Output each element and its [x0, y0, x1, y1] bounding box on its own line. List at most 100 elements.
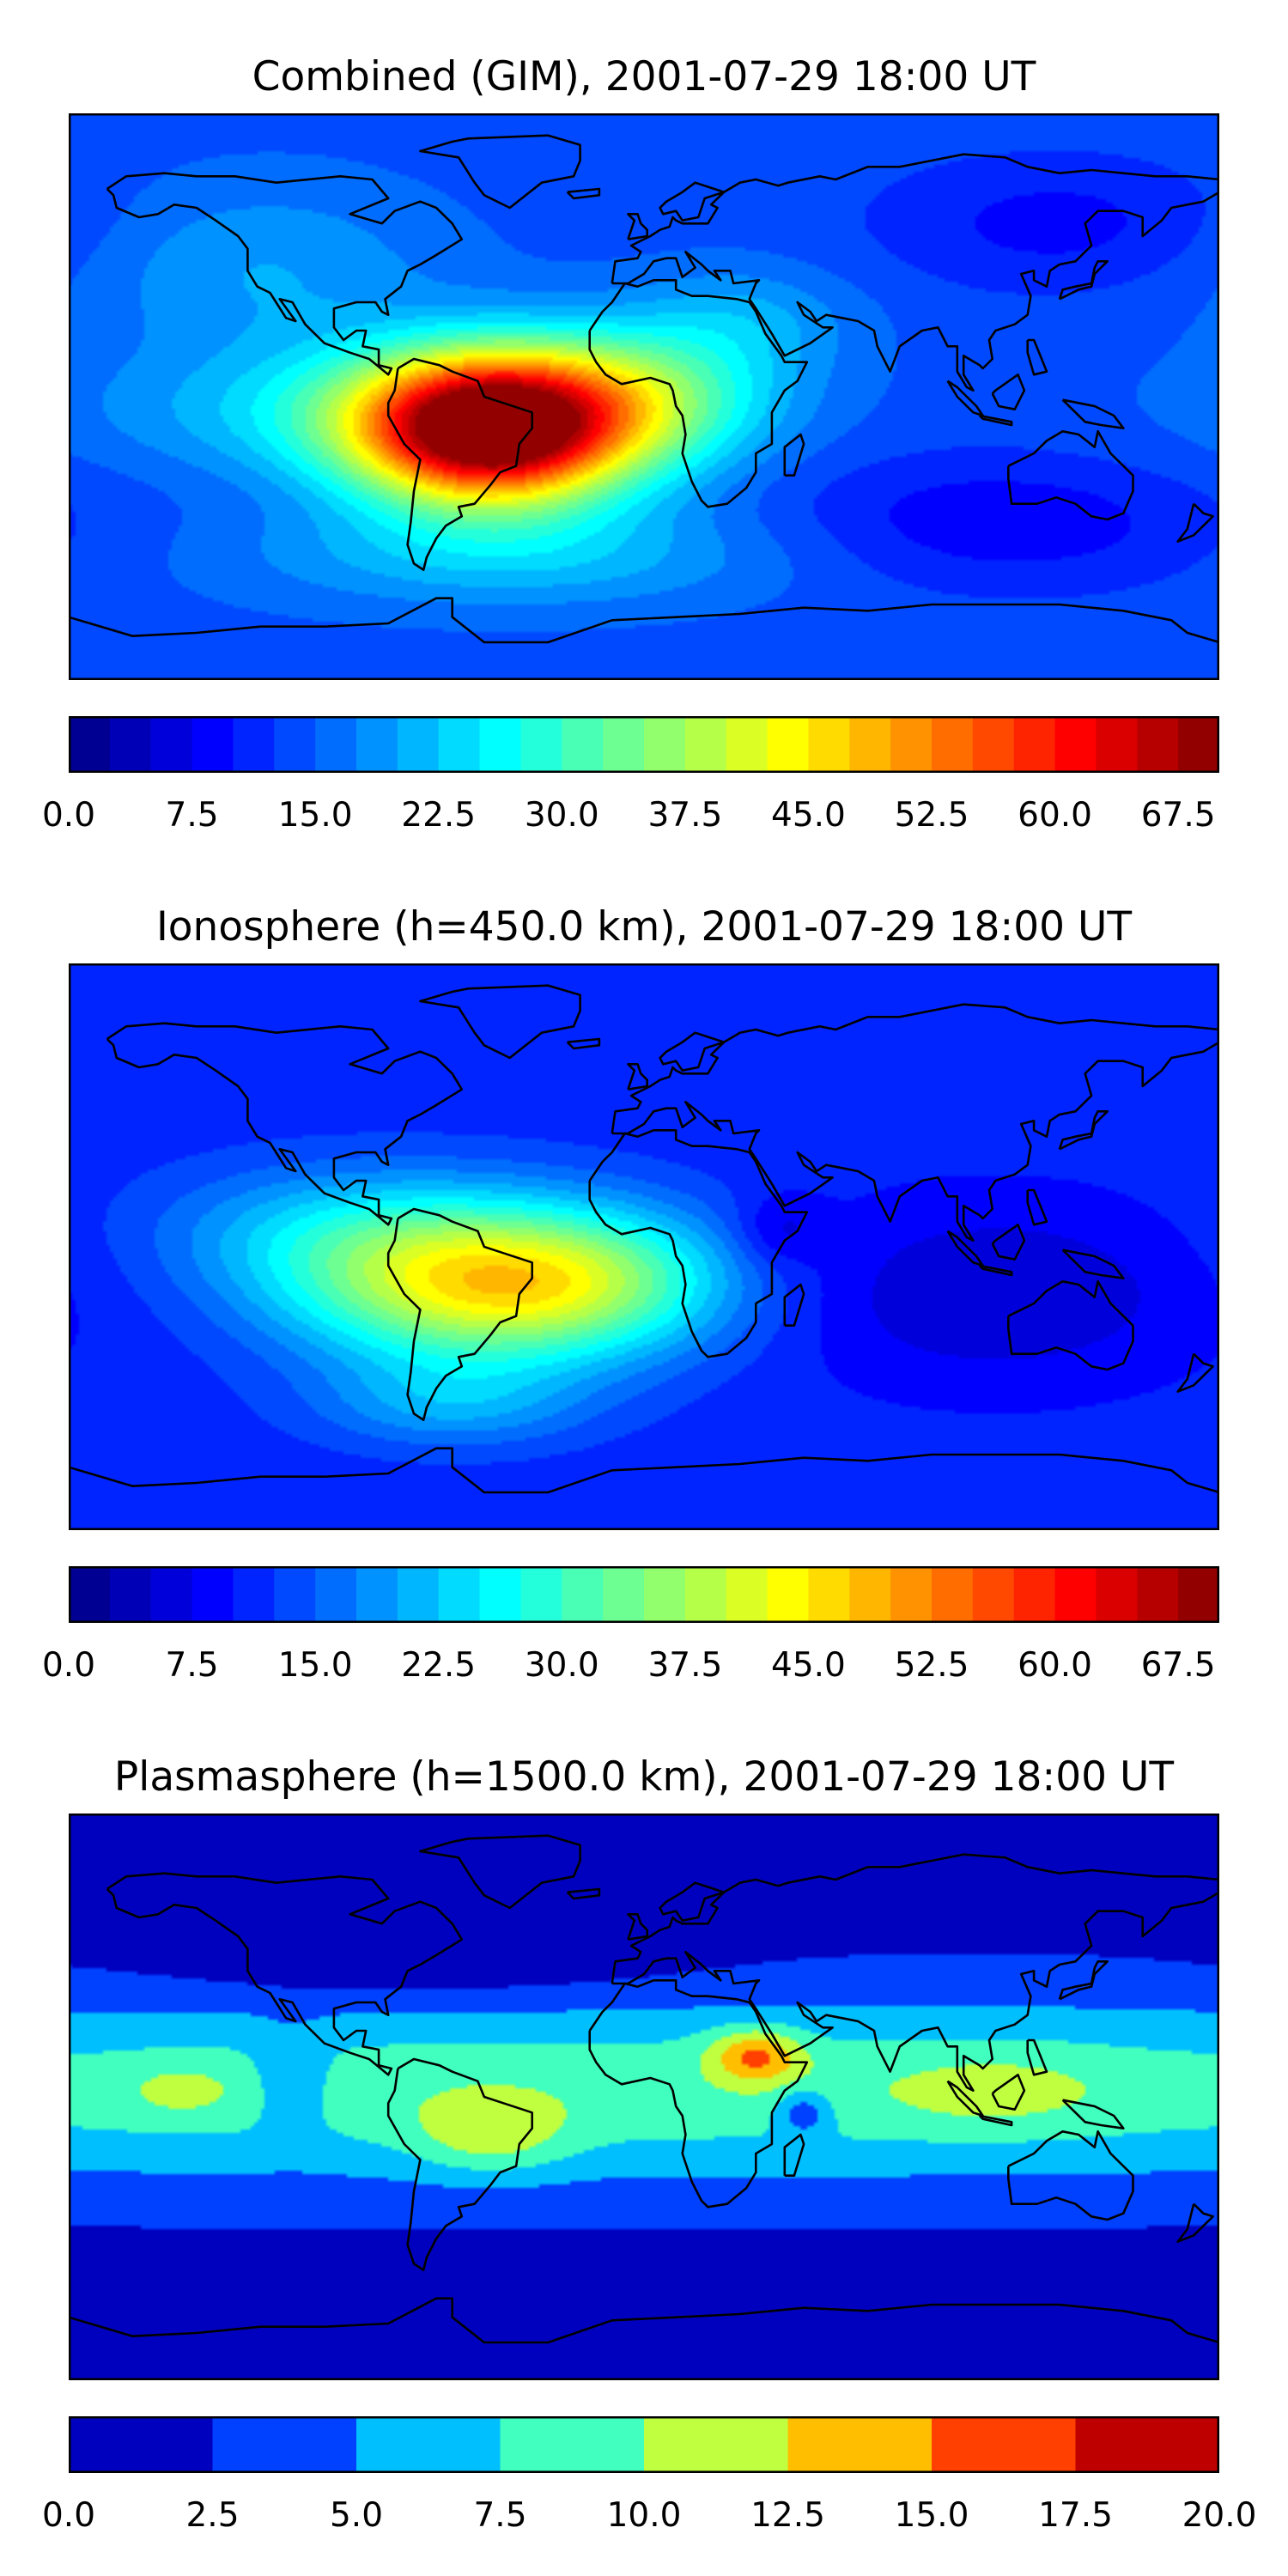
coastline — [1176, 502, 1214, 544]
colorbar-cell — [932, 2416, 1077, 2473]
colorbar-cell — [150, 1566, 193, 1623]
panel-2-contour-field — [69, 963, 1219, 1530]
panel-3-coastlines — [69, 1834, 1219, 2344]
panel-3-tick-label: 12.5 — [750, 2496, 825, 2535]
coastline — [419, 134, 581, 210]
colorbar-cell — [562, 716, 604, 773]
coastline — [106, 1872, 464, 2076]
coastline — [1058, 260, 1109, 301]
panel-1-tick-label: 67.5 — [1140, 796, 1216, 835]
colorbar-cell — [438, 716, 481, 773]
colorbar-cell — [479, 1566, 522, 1623]
colorbar-cell — [1013, 716, 1056, 773]
coastline — [978, 2114, 1013, 2127]
panel-1-colorbar — [69, 716, 1219, 773]
coastline — [783, 433, 805, 477]
colorbar-cell — [972, 1566, 1015, 1623]
colorbar-cell — [150, 716, 193, 773]
panel-3-colorbar-ticks: 0.0 2.5 5.0 7.5 10.0 12.5 15.0 17.5 20.0 — [0, 2495, 1288, 2538]
colorbar-cell — [1096, 716, 1138, 773]
colorbar-cell — [1054, 1566, 1097, 1623]
colorbar-cell — [644, 716, 686, 773]
colorbar-cell — [500, 2416, 645, 2473]
colorbar-cell — [520, 1566, 562, 1623]
coastline — [627, 1063, 649, 1091]
coastline — [611, 153, 1219, 392]
panel-1-tick-label: 0.0 — [41, 796, 96, 835]
colorbar-cell — [233, 716, 275, 773]
colorbar-cell — [932, 1566, 974, 1623]
colorbar-cell — [890, 1566, 933, 1623]
coastline — [386, 357, 534, 572]
panel-2-tick-label: 22.5 — [401, 1646, 477, 1685]
coastline — [1007, 1279, 1134, 1371]
coastline — [1176, 2202, 1214, 2244]
panel-1-tick-label: 22.5 — [401, 796, 477, 835]
panel-3-tick-label: 0.0 — [41, 2496, 96, 2535]
colorbar-cell — [1137, 716, 1179, 773]
panel-1-tick-label: 37.5 — [647, 796, 723, 835]
panel-2-map — [69, 963, 1219, 1530]
colorbar-cell — [726, 1566, 769, 1623]
colorbar-cell — [1096, 1566, 1138, 1623]
panel-3-map — [69, 1814, 1219, 2380]
coastline — [991, 373, 1026, 411]
panel-2-tick-label: 60.0 — [1018, 1646, 1092, 1685]
colorbar-cell — [356, 716, 398, 773]
colorbar-cell — [69, 716, 111, 773]
colorbar-cell — [603, 716, 645, 773]
coastline — [991, 1223, 1026, 1261]
colorbar-cell — [69, 2416, 214, 2473]
colorbar-cell — [1178, 1566, 1219, 1623]
panel-3-tick-label: 10.0 — [606, 2496, 682, 2535]
panel-1-tick-label: 52.5 — [894, 796, 969, 835]
panel-3-contour-field — [69, 1814, 1219, 2380]
panel-1-title: Combined (GIM), 2001-07-29 18:00 UT — [252, 53, 1036, 100]
colorbar-cell — [1054, 716, 1097, 773]
coastline — [69, 2297, 1219, 2344]
coastline — [386, 2057, 534, 2272]
coastline — [419, 984, 581, 1060]
coastline — [978, 414, 1013, 427]
colorbar-cell — [191, 716, 234, 773]
panel-1-colorbar-ticks: 0.0 7.5 15.0 22.5 30.0 37.5 45.0 52.5 60… — [0, 795, 1288, 838]
panel-1-contour-field — [69, 113, 1219, 680]
colorbar-cell — [684, 716, 727, 773]
colorbar-cell — [233, 1566, 275, 1623]
panel-2-tick-label: 7.5 — [165, 1646, 219, 1685]
coastline — [566, 1887, 601, 1900]
colorbar-cell — [808, 716, 850, 773]
colorbar-cell — [603, 1566, 645, 1623]
coastline — [69, 1447, 1219, 1494]
panel-2-tick-label: 37.5 — [647, 1646, 723, 1685]
colorbar-cell — [684, 1566, 727, 1623]
colorbar-cell — [109, 1566, 152, 1623]
coastline — [1058, 1110, 1109, 1151]
colorbar-cell — [1178, 716, 1219, 773]
colorbar-cell — [726, 716, 769, 773]
panel-1-tick-label: 45.0 — [771, 796, 846, 835]
coastline — [611, 1853, 1219, 2093]
panel-2-title: Ionosphere (h=450.0 km), 2001-07-29 18:0… — [155, 903, 1133, 951]
coastline — [1026, 2038, 1048, 2076]
coastline — [611, 1003, 1219, 1242]
colorbar-cell — [562, 1566, 604, 1623]
coastline — [783, 1283, 805, 1327]
colorbar-cell — [356, 1566, 398, 1623]
panel-3-tick-label: 15.0 — [894, 2496, 969, 2535]
colorbar-cell — [356, 2416, 501, 2473]
panel-1-tick-label: 7.5 — [165, 796, 219, 835]
panel-1-tick-label: 30.0 — [524, 796, 599, 835]
panel-3-tick-label: 17.5 — [1038, 2496, 1113, 2535]
coastline — [1061, 2099, 1125, 2130]
colorbar-cell — [520, 716, 562, 773]
colorbar-cell — [787, 2416, 933, 2473]
colorbar-cell — [274, 1566, 316, 1623]
panel-2-tick-label: 15.0 — [277, 1646, 353, 1685]
colorbar-cell — [191, 1566, 234, 1623]
coastline — [978, 1264, 1013, 1277]
colorbar-cell — [397, 1566, 440, 1623]
panel-1-map — [69, 113, 1219, 680]
colorbar-cell — [109, 716, 152, 773]
coastline — [588, 279, 809, 508]
